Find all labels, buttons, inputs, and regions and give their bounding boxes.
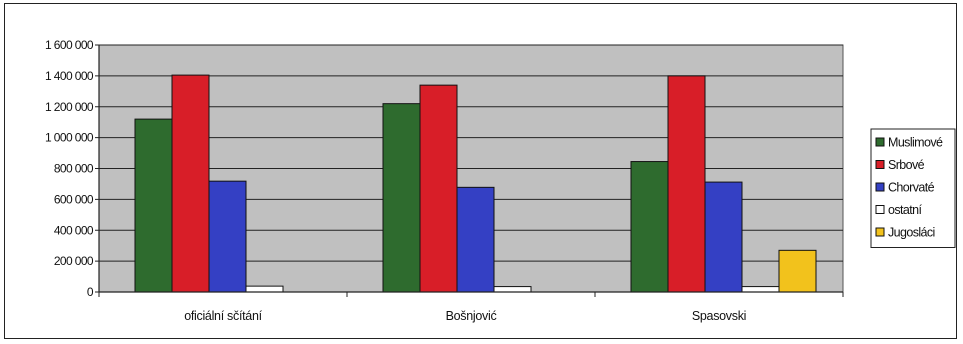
legend-label: Muslimové bbox=[888, 136, 943, 150]
legend-label: ostatní bbox=[888, 203, 922, 217]
y-tick-label: 1 400 000 bbox=[45, 69, 94, 83]
chart-frame: 0 200 000 400 000 600 000 800 000 1 000 000 1 … bbox=[4, 3, 957, 339]
category-label: Spasovski bbox=[692, 309, 746, 323]
y-tick-label: 0 bbox=[87, 285, 94, 299]
bar-muslimové-2 bbox=[382, 103, 421, 293]
bar-srbové-1 bbox=[171, 74, 210, 293]
bar-ostatní-2 bbox=[493, 286, 532, 293]
y-tick-label: 800 000 bbox=[54, 162, 94, 176]
y-tick-label: 1 600 000 bbox=[45, 38, 94, 52]
bar-srbové-3 bbox=[667, 75, 706, 293]
legend-swatch bbox=[875, 205, 885, 214]
y-tick-label: 600 000 bbox=[54, 192, 94, 206]
bar-ostatní-3 bbox=[741, 286, 780, 293]
bar-chart: 0 200 000 400 000 600 000 800 000 1 000 000 1 … bbox=[45, 38, 956, 323]
y-tick-label: 400 000 bbox=[54, 223, 94, 237]
legend-swatch bbox=[875, 137, 885, 147]
legend-swatch bbox=[875, 160, 885, 169]
y-tick-label: 200 000 bbox=[54, 254, 94, 268]
bar-jugosláci-3 bbox=[778, 249, 817, 293]
category-label: oficiální sčítání bbox=[184, 309, 262, 323]
bar-chorvaté-3 bbox=[704, 181, 743, 293]
bar-muslimové-3 bbox=[630, 161, 669, 293]
legend-swatch bbox=[875, 227, 885, 237]
legend-label: Jugosláci bbox=[888, 226, 935, 240]
legend-box bbox=[870, 128, 956, 248]
y-tick-label: 1 000 000 bbox=[45, 131, 94, 145]
bar-srbové-2 bbox=[419, 84, 458, 293]
bar-chorvaté-1 bbox=[208, 180, 247, 293]
category-label: Bošnjović bbox=[446, 309, 497, 323]
legend-label: Chorvaté bbox=[888, 181, 935, 195]
bar-chorvaté-2 bbox=[456, 186, 495, 293]
legend-swatch bbox=[875, 182, 885, 192]
y-tick-label: 1 200 000 bbox=[45, 100, 94, 114]
bar-muslimové-1 bbox=[134, 118, 173, 293]
bar-ostatní-1 bbox=[245, 285, 284, 293]
legend-label: Srbové bbox=[888, 158, 925, 172]
